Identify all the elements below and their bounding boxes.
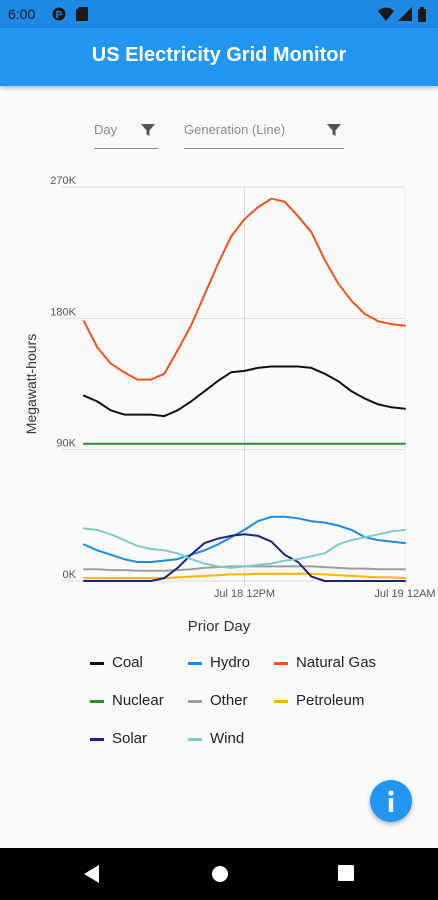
filter-icon: [141, 124, 155, 136]
cell-signal-icon: [398, 7, 412, 21]
y-axis-label: Megawatt-hours: [23, 334, 39, 434]
legend-swatch: [188, 738, 202, 741]
x-tick-label: Jul 19 12AM: [374, 588, 435, 600]
recents-icon[interactable]: [337, 864, 355, 882]
series-line-hydro: [83, 515, 406, 563]
back-icon[interactable]: [82, 864, 100, 884]
y-tick-label: 180K: [50, 306, 76, 318]
view-filter[interactable]: Generation (Line): [184, 116, 344, 149]
x-tick-label: Jul 18 12PM: [214, 588, 275, 600]
app-notification-icon: P: [52, 7, 66, 21]
series-line-solar: [83, 533, 406, 582]
y-tick-label: 0K: [63, 569, 77, 581]
legend-label: Petroleum: [296, 692, 365, 709]
chart-title: Prior Day: [187, 618, 251, 635]
legend-swatch: [90, 700, 104, 703]
system-nav-bar: [0, 848, 438, 900]
legend-swatch: [188, 662, 202, 665]
legend-swatch: [90, 662, 104, 665]
legend-label: Nuclear: [112, 692, 164, 709]
generation-chart: 0K 90K 180K 270K Jul 18 12PM Jul 19 12AM Megaw…: [0, 170, 438, 600]
legend-label: Hydro: [210, 654, 251, 671]
series-line-coal: [83, 365, 406, 418]
app-bar: US Electricity Grid Monitor: [0, 28, 438, 86]
app-title: US Electricity Grid Monitor: [91, 44, 347, 66]
filter-icon: [327, 124, 341, 136]
svg-text:P: P: [56, 10, 63, 21]
legend-swatch: [90, 738, 104, 741]
status-bar: 6:00 P: [0, 0, 438, 28]
view-filter-label: Generation (Line): [184, 122, 286, 137]
legend-swatch: [274, 700, 288, 703]
legend-label: Solar: [112, 730, 148, 747]
battery-icon: [418, 7, 426, 22]
legend-label: Natural Gas: [296, 654, 377, 671]
status-time: 6:00: [8, 6, 36, 22]
info-icon: [388, 790, 394, 812]
legend-label: Coal: [112, 654, 143, 671]
series-line-petroleum: [83, 572, 406, 580]
legend-label: Other: [210, 692, 248, 709]
legend-swatch: [274, 662, 288, 665]
wifi-icon: [378, 7, 394, 21]
chart-canvas: 0K 90K 180K 270K Jul 18 12PM Jul 19 12AM Megaw…: [23, 175, 436, 600]
sd-card-icon: [76, 7, 88, 21]
period-filter[interactable]: Day: [94, 116, 158, 149]
series-line-natural-gas: [83, 197, 406, 381]
home-icon[interactable]: [210, 864, 230, 884]
series-line-wind: [83, 527, 406, 569]
legend-swatch: [188, 700, 202, 703]
y-tick-label: 90K: [56, 438, 76, 450]
legend-label: Wind: [210, 730, 245, 747]
info-button[interactable]: [370, 780, 412, 822]
period-filter-label: Day: [94, 122, 118, 137]
y-tick-label: 270K: [50, 175, 76, 187]
